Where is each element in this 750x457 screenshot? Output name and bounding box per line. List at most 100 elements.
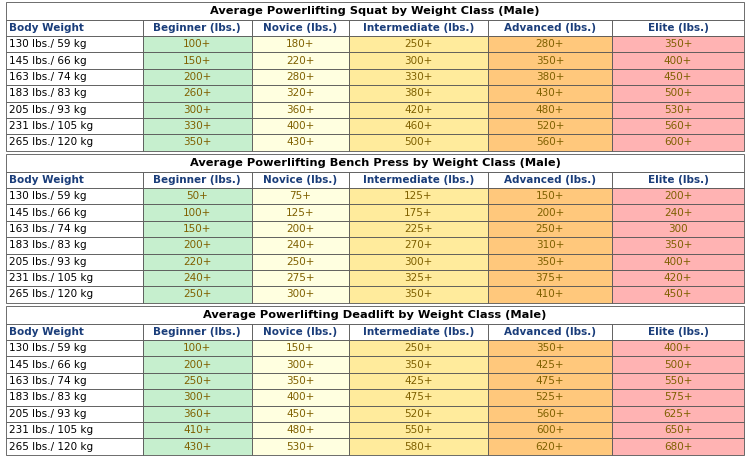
Text: 400+: 400+ xyxy=(286,121,314,131)
Bar xyxy=(612,221,744,237)
Bar xyxy=(6,20,142,36)
Bar xyxy=(142,340,252,356)
Bar xyxy=(142,69,252,85)
Text: 600+: 600+ xyxy=(664,138,692,148)
Bar xyxy=(6,405,142,422)
Bar xyxy=(488,36,612,53)
Bar xyxy=(252,286,350,303)
Text: 350+: 350+ xyxy=(536,257,564,267)
Text: 231 lbs./ 105 kg: 231 lbs./ 105 kg xyxy=(9,425,93,435)
Text: 200+: 200+ xyxy=(664,191,692,201)
Bar xyxy=(142,373,252,389)
Text: 350+: 350+ xyxy=(536,56,564,65)
Bar xyxy=(142,36,252,53)
Bar xyxy=(350,204,488,221)
Bar xyxy=(252,204,350,221)
Bar xyxy=(6,134,142,151)
Text: 480+: 480+ xyxy=(286,425,315,435)
Bar xyxy=(252,85,350,101)
Bar xyxy=(6,373,142,389)
Text: 300+: 300+ xyxy=(404,257,433,267)
Text: 240+: 240+ xyxy=(664,207,692,218)
Text: 375+: 375+ xyxy=(536,273,564,283)
Bar xyxy=(350,373,488,389)
Bar xyxy=(350,405,488,422)
Text: 163 lbs./ 74 kg: 163 lbs./ 74 kg xyxy=(9,376,86,386)
Text: Beginner (lbs.): Beginner (lbs.) xyxy=(153,23,241,33)
Bar xyxy=(6,118,142,134)
Bar xyxy=(6,85,142,101)
Bar xyxy=(612,53,744,69)
Text: 330+: 330+ xyxy=(404,72,433,82)
Text: 525+: 525+ xyxy=(536,393,564,402)
Text: 350+: 350+ xyxy=(183,138,211,148)
Bar xyxy=(488,270,612,286)
Text: 430+: 430+ xyxy=(183,441,211,452)
Text: 220+: 220+ xyxy=(183,257,211,267)
Bar xyxy=(6,270,142,286)
Text: 250+: 250+ xyxy=(183,376,211,386)
Text: Elite (lbs.): Elite (lbs.) xyxy=(647,327,709,337)
Text: 125+: 125+ xyxy=(286,207,315,218)
Text: 205 lbs./ 93 kg: 205 lbs./ 93 kg xyxy=(9,105,86,115)
Bar xyxy=(612,389,744,405)
Bar xyxy=(488,221,612,237)
Text: 130 lbs./ 59 kg: 130 lbs./ 59 kg xyxy=(9,39,86,49)
Text: 300+: 300+ xyxy=(286,360,314,370)
Bar xyxy=(612,356,744,373)
Text: 530+: 530+ xyxy=(664,105,692,115)
Text: Beginner (lbs.): Beginner (lbs.) xyxy=(153,175,241,185)
Text: 500+: 500+ xyxy=(664,88,692,98)
Text: 530+: 530+ xyxy=(286,441,315,452)
Bar xyxy=(488,356,612,373)
Bar xyxy=(612,85,744,101)
Text: Novice (lbs.): Novice (lbs.) xyxy=(263,23,338,33)
Text: 325+: 325+ xyxy=(404,273,433,283)
Text: 183 lbs./ 83 kg: 183 lbs./ 83 kg xyxy=(9,393,86,402)
Text: Body Weight: Body Weight xyxy=(9,327,84,337)
Text: 350+: 350+ xyxy=(536,343,564,353)
Bar xyxy=(6,69,142,85)
Bar xyxy=(488,85,612,101)
Text: 200+: 200+ xyxy=(183,72,211,82)
Bar xyxy=(488,20,612,36)
Bar xyxy=(488,134,612,151)
Bar xyxy=(488,101,612,118)
Text: 150+: 150+ xyxy=(183,56,211,65)
Bar xyxy=(142,134,252,151)
Bar xyxy=(612,405,744,422)
Text: Elite (lbs.): Elite (lbs.) xyxy=(647,175,709,185)
Text: 410+: 410+ xyxy=(536,289,564,299)
Text: 205 lbs./ 93 kg: 205 lbs./ 93 kg xyxy=(9,257,86,267)
Text: 205 lbs./ 93 kg: 205 lbs./ 93 kg xyxy=(9,409,86,419)
Text: 183 lbs./ 83 kg: 183 lbs./ 83 kg xyxy=(9,88,86,98)
Bar xyxy=(6,422,142,438)
Text: 130 lbs./ 59 kg: 130 lbs./ 59 kg xyxy=(9,191,86,201)
Text: Intermediate (lbs.): Intermediate (lbs.) xyxy=(363,23,474,33)
Text: Advanced (lbs.): Advanced (lbs.) xyxy=(504,23,596,33)
Text: 360+: 360+ xyxy=(183,409,211,419)
Bar xyxy=(252,389,350,405)
Bar xyxy=(612,20,744,36)
Text: 560+: 560+ xyxy=(536,409,564,419)
Bar xyxy=(350,101,488,118)
Text: 265 lbs./ 120 kg: 265 lbs./ 120 kg xyxy=(9,441,93,452)
Text: 270+: 270+ xyxy=(404,240,433,250)
Bar xyxy=(6,324,142,340)
Bar xyxy=(350,422,488,438)
Bar xyxy=(142,286,252,303)
Bar xyxy=(350,254,488,270)
Bar xyxy=(142,405,252,422)
Bar xyxy=(142,101,252,118)
Bar xyxy=(612,36,744,53)
Bar xyxy=(6,286,142,303)
Bar xyxy=(350,286,488,303)
Bar xyxy=(350,20,488,36)
Text: 250+: 250+ xyxy=(536,224,564,234)
Text: 200+: 200+ xyxy=(536,207,564,218)
Bar xyxy=(488,324,612,340)
Bar xyxy=(612,324,744,340)
Bar xyxy=(142,237,252,254)
Bar xyxy=(350,85,488,101)
Bar xyxy=(612,172,744,188)
